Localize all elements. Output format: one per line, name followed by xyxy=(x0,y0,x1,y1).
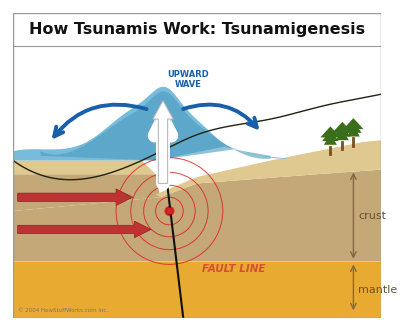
Polygon shape xyxy=(324,134,337,145)
Circle shape xyxy=(166,207,173,215)
Bar xyxy=(13,13,381,46)
FancyArrowPatch shape xyxy=(183,105,257,127)
Polygon shape xyxy=(13,87,289,161)
Polygon shape xyxy=(345,122,362,133)
Text: FAULT LINE: FAULT LINE xyxy=(202,264,266,274)
FancyArrow shape xyxy=(18,189,133,206)
Polygon shape xyxy=(332,122,352,133)
Polygon shape xyxy=(13,170,381,261)
Polygon shape xyxy=(343,118,364,129)
Polygon shape xyxy=(347,125,360,136)
FancyArrowPatch shape xyxy=(54,105,146,136)
Text: How Tsunamis Work: Tsunamigenesis: How Tsunamis Work: Tsunamigenesis xyxy=(29,22,365,37)
Polygon shape xyxy=(41,91,271,161)
FancyArrow shape xyxy=(153,101,173,183)
Polygon shape xyxy=(334,125,351,136)
Text: crust: crust xyxy=(358,211,386,221)
Polygon shape xyxy=(336,129,349,140)
Text: © 2004 HowStuffWorks.com Inc.: © 2004 HowStuffWorks.com Inc. xyxy=(18,308,108,313)
Text: mantle: mantle xyxy=(358,285,397,295)
Polygon shape xyxy=(322,130,339,141)
Polygon shape xyxy=(156,140,381,197)
Bar xyxy=(13,261,381,318)
Polygon shape xyxy=(320,126,340,137)
Polygon shape xyxy=(13,161,156,174)
FancyArrow shape xyxy=(18,221,151,238)
Polygon shape xyxy=(13,174,160,211)
Text: UPWARD
WAVE: UPWARD WAVE xyxy=(167,70,209,89)
